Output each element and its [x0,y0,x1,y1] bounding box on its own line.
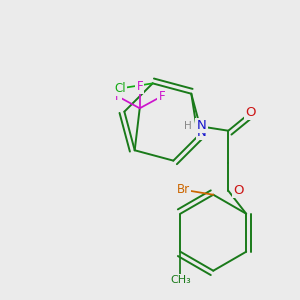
Text: Br: Br [177,183,190,196]
Text: F: F [114,90,121,103]
Text: F: F [136,80,143,93]
Text: Cl: Cl [115,82,127,95]
Text: O: O [233,184,244,197]
Text: N: N [196,119,206,132]
Text: H: H [184,121,192,131]
Text: O: O [245,106,256,119]
Text: F: F [158,90,165,103]
Text: CH₃: CH₃ [170,275,191,285]
Text: N: N [197,126,206,139]
